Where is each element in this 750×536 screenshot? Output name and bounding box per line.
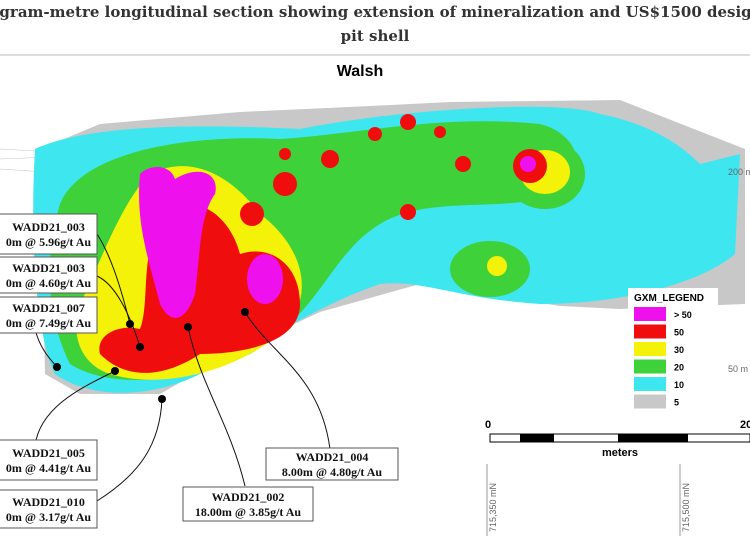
zone-30 <box>487 256 507 276</box>
callout-intercept: 0m @ 3.17g/t Au <box>6 510 91 524</box>
northing-label: 715,500 mN <box>681 483 691 532</box>
legend-swatch <box>634 359 666 374</box>
legend-label: 50 <box>674 328 684 338</box>
scale-start: 0 <box>485 419 491 431</box>
callout-hole: WADD21_005 <box>12 446 85 460</box>
callout-box <box>0 296 98 334</box>
northing-label: 715,350 mN <box>488 483 498 532</box>
legend-label: 5 <box>674 398 679 408</box>
elevation-label: 50 m <box>728 364 748 374</box>
callout-intercept: 0m @ 4.60g/t Au <box>6 276 91 290</box>
callout-intercept: 0m @ 7.49g/t Au <box>6 316 91 330</box>
callout-box <box>0 489 98 529</box>
scale-unit: meters <box>602 447 638 459</box>
callout-intercept: 18.00m @ 3.85g/t Au <box>195 505 301 519</box>
legend-label: 10 <box>674 380 684 390</box>
zone-50 <box>99 205 300 373</box>
callout-box <box>0 213 98 255</box>
legend-label: > 50 <box>674 310 692 320</box>
callout-box <box>182 486 314 522</box>
scale-end: 20 <box>740 419 750 431</box>
callout-hole: WADD21_002 <box>212 490 285 504</box>
callout-box <box>0 439 98 481</box>
legend-swatch <box>634 342 666 356</box>
elevation-label: 200 m <box>728 167 750 177</box>
legend-swatch <box>634 377 666 391</box>
scale-bar: 0 20 meters <box>485 419 750 459</box>
legend-label: 20 <box>674 363 684 373</box>
legend-title: GXM_LEGEND <box>634 293 704 304</box>
callout-box <box>0 256 98 294</box>
callout-intercept: 0m @ 4.41g/t Au <box>6 461 91 475</box>
caption: ure 1: Walsh Pit gram-metre longitudinal… <box>0 0 750 54</box>
callout-intercept: 8.00m @ 4.80g/t Au <box>282 465 382 479</box>
callout-hole: WADD21_004 <box>296 450 369 464</box>
caption-line: ure 1: Walsh Pit gram-metre longitudinal… <box>0 3 750 21</box>
callout-hole: WADD21_007 <box>12 301 85 315</box>
caption-line: pit shell <box>340 27 410 45</box>
callout-hole: WADD21_003 <box>12 220 85 234</box>
zone-gt50 <box>520 156 536 172</box>
zone-50 <box>240 114 547 226</box>
legend: GXM_LEGEND > 50 50 30 20 10 5 <box>628 288 718 416</box>
zone-gt50 <box>139 167 216 318</box>
zone-gt50 <box>247 254 283 304</box>
callout-hole: WADD21_003 <box>12 261 85 275</box>
callout-hole: WADD21_010 <box>12 495 85 509</box>
legend-swatch <box>634 394 666 409</box>
legend-label: 30 <box>674 345 684 355</box>
drill-hole-dots <box>53 308 249 403</box>
leader-lines <box>34 233 331 502</box>
section-title: Walsh <box>337 63 384 80</box>
legend-swatch <box>634 324 666 339</box>
callout-box <box>265 447 399 481</box>
callout-intercept: 0m @ 5.96g/t Au <box>6 235 91 249</box>
legend-swatch <box>634 307 666 321</box>
